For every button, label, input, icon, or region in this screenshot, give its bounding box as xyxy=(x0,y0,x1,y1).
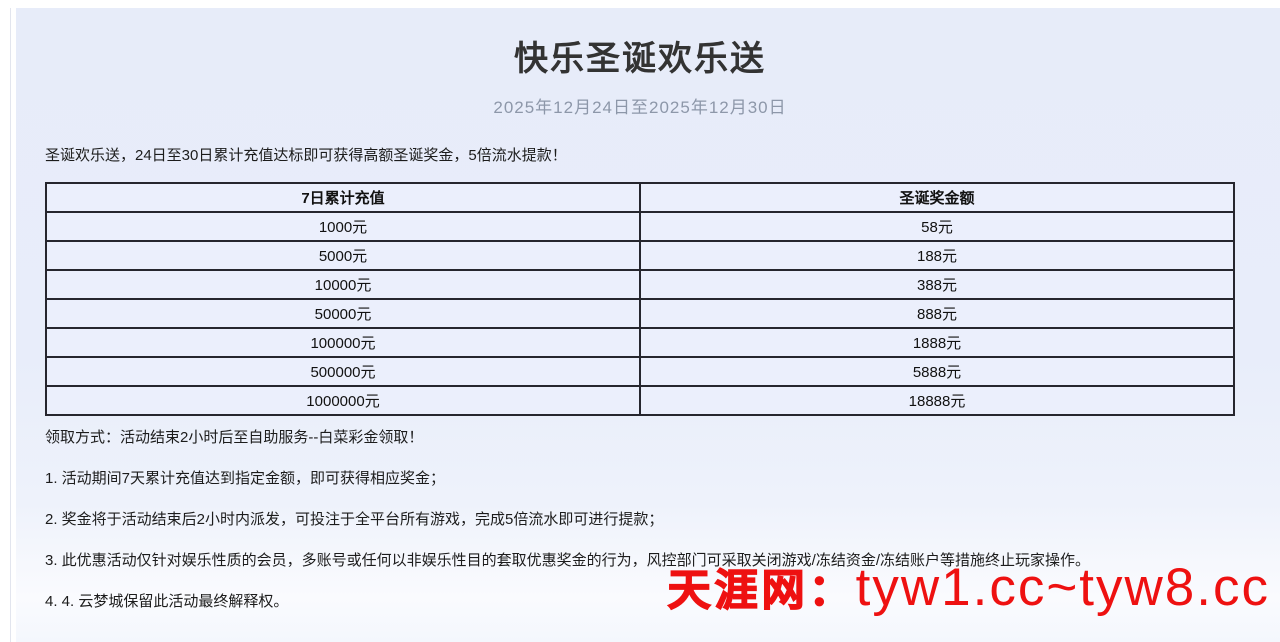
table-row: 100000元 1888元 xyxy=(45,327,1235,358)
table-row: 10000元 388元 xyxy=(45,269,1235,300)
recharge-cell: 500000元 xyxy=(45,356,641,387)
note-item-1: 1. 活动期间7天累计充值达到指定金额，即可获得相应奖金； xyxy=(45,470,446,487)
recharge-cell: 5000元 xyxy=(45,240,641,271)
claim-method-text: 领取方式：活动结束2小时后至自助服务--白菜彩金领取！ xyxy=(45,429,424,446)
note-item-3: 3. 此优惠活动仅针对娱乐性质的会员，多账号或任何以非娱乐性目的套取优惠奖金的行… xyxy=(45,552,1091,569)
recharge-cell: 50000元 xyxy=(45,298,641,329)
intro-text: 圣诞欢乐送，24日至30日累计充值达标即可获得高额圣诞奖金，5倍流水提款！ xyxy=(45,147,567,164)
promo-content: 快乐圣诞欢乐送 2025年12月24日至2025年12月30日 圣诞欢乐送，24… xyxy=(16,8,1280,612)
bonus-cell: 388元 xyxy=(639,269,1235,300)
bonus-cell: 188元 xyxy=(639,240,1235,271)
recharge-cell: 10000元 xyxy=(45,269,641,300)
watermark: 天涯网：tyw1.cc~tyw8.cc xyxy=(667,558,1270,617)
bonus-cell: 58元 xyxy=(639,211,1235,242)
header-christmas-bonus: 圣诞奖金额 xyxy=(639,182,1235,213)
bonus-cell: 1888元 xyxy=(639,327,1235,358)
note-item-2: 2. 奖金将于活动结束后2小时内派发，可投注于全平台所有游戏，完成5倍流水即可进… xyxy=(45,511,664,528)
left-edge-divider xyxy=(10,8,11,642)
bonus-cell: 888元 xyxy=(639,298,1235,329)
recharge-cell: 1000000元 xyxy=(45,385,641,416)
recharge-cell: 1000元 xyxy=(45,211,641,242)
recharge-cell: 100000元 xyxy=(45,327,641,358)
table-row: 1000元 58元 xyxy=(45,211,1235,242)
table-row: 500000元 5888元 xyxy=(45,356,1235,387)
page-title: 快乐圣诞欢乐送 xyxy=(514,40,766,78)
table-header-row: 7日累计充值 圣诞奖金额 xyxy=(45,182,1235,213)
watermark-urls: tyw1.cc~tyw8.cc xyxy=(855,558,1270,617)
table-row: 50000元 888元 xyxy=(45,298,1235,329)
activity-date-range: 2025年12月24日至2025年12月30日 xyxy=(493,98,787,117)
table-row: 1000000元 18888元 xyxy=(45,385,1235,416)
bonus-cell: 5888元 xyxy=(639,356,1235,387)
header-cumulative-recharge: 7日累计充值 xyxy=(45,182,641,213)
table-row: 5000元 188元 xyxy=(45,240,1235,271)
note-item-4: 4. 4. 云梦城保留此活动最终解释权。 xyxy=(45,593,289,610)
promo-page: 快乐圣诞欢乐送 2025年12月24日至2025年12月30日 圣诞欢乐送，24… xyxy=(16,8,1280,642)
watermark-site-name: 天涯网： xyxy=(667,567,856,615)
bonus-cell: 18888元 xyxy=(639,385,1235,416)
recharge-bonus-table: 7日累计充值 圣诞奖金额 1000元 58元 5000元 188元 10000元… xyxy=(45,182,1235,416)
